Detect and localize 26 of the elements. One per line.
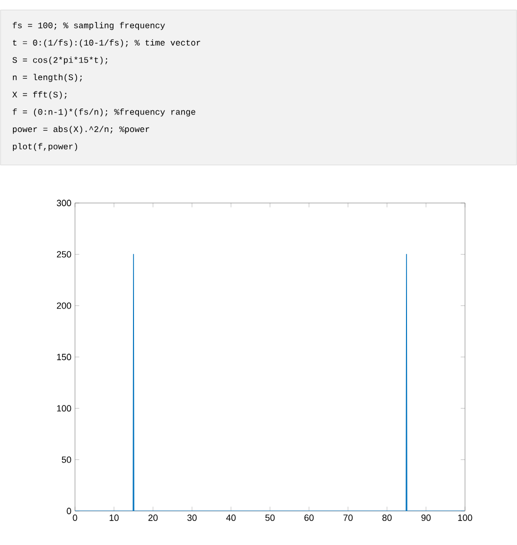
y-tick-label: 200 [56, 302, 72, 309]
text: t = 0:(1/fs):(10-1/fs); % time vector [12, 39, 200, 48]
text: fs = 100; % sampling frequency [12, 22, 165, 30]
y-tick-label: 100 [57, 405, 72, 412]
text: S = cos(2*pi*15*t); [12, 56, 108, 65]
text: power = abs(X).^2/n; %power [12, 126, 150, 134]
x-tick-label: 80 [382, 514, 392, 521]
x-tick-label: 40 [226, 514, 236, 521]
x-tick-label: 30 [187, 514, 197, 521]
x-tick-label: 60 [304, 514, 314, 521]
x-tick-label: 50 [265, 514, 275, 521]
text: n = length(S); [12, 74, 82, 82]
text: f = (0:n-1)*(fs/n); %frequency range [12, 108, 196, 116]
x-tick-label: 0 [72, 514, 78, 521]
y-tick-label: 0 [66, 508, 72, 514]
text: plot(f,power) [12, 143, 78, 152]
x-tick-label: 10 [110, 514, 119, 521]
y-tick-label: 150 [57, 354, 72, 360]
y-tick-label: 50 [62, 456, 72, 463]
x-tick-label: 90 [421, 514, 431, 521]
x-tick-label: 100 [458, 514, 472, 521]
x-tick-label: 20 [148, 514, 158, 521]
y-tick-label: 300 [56, 200, 72, 206]
x-tick-label: 70 [343, 514, 353, 521]
text: X = fft(S); [12, 91, 66, 100]
y-tick-label: 250 [56, 251, 72, 258]
